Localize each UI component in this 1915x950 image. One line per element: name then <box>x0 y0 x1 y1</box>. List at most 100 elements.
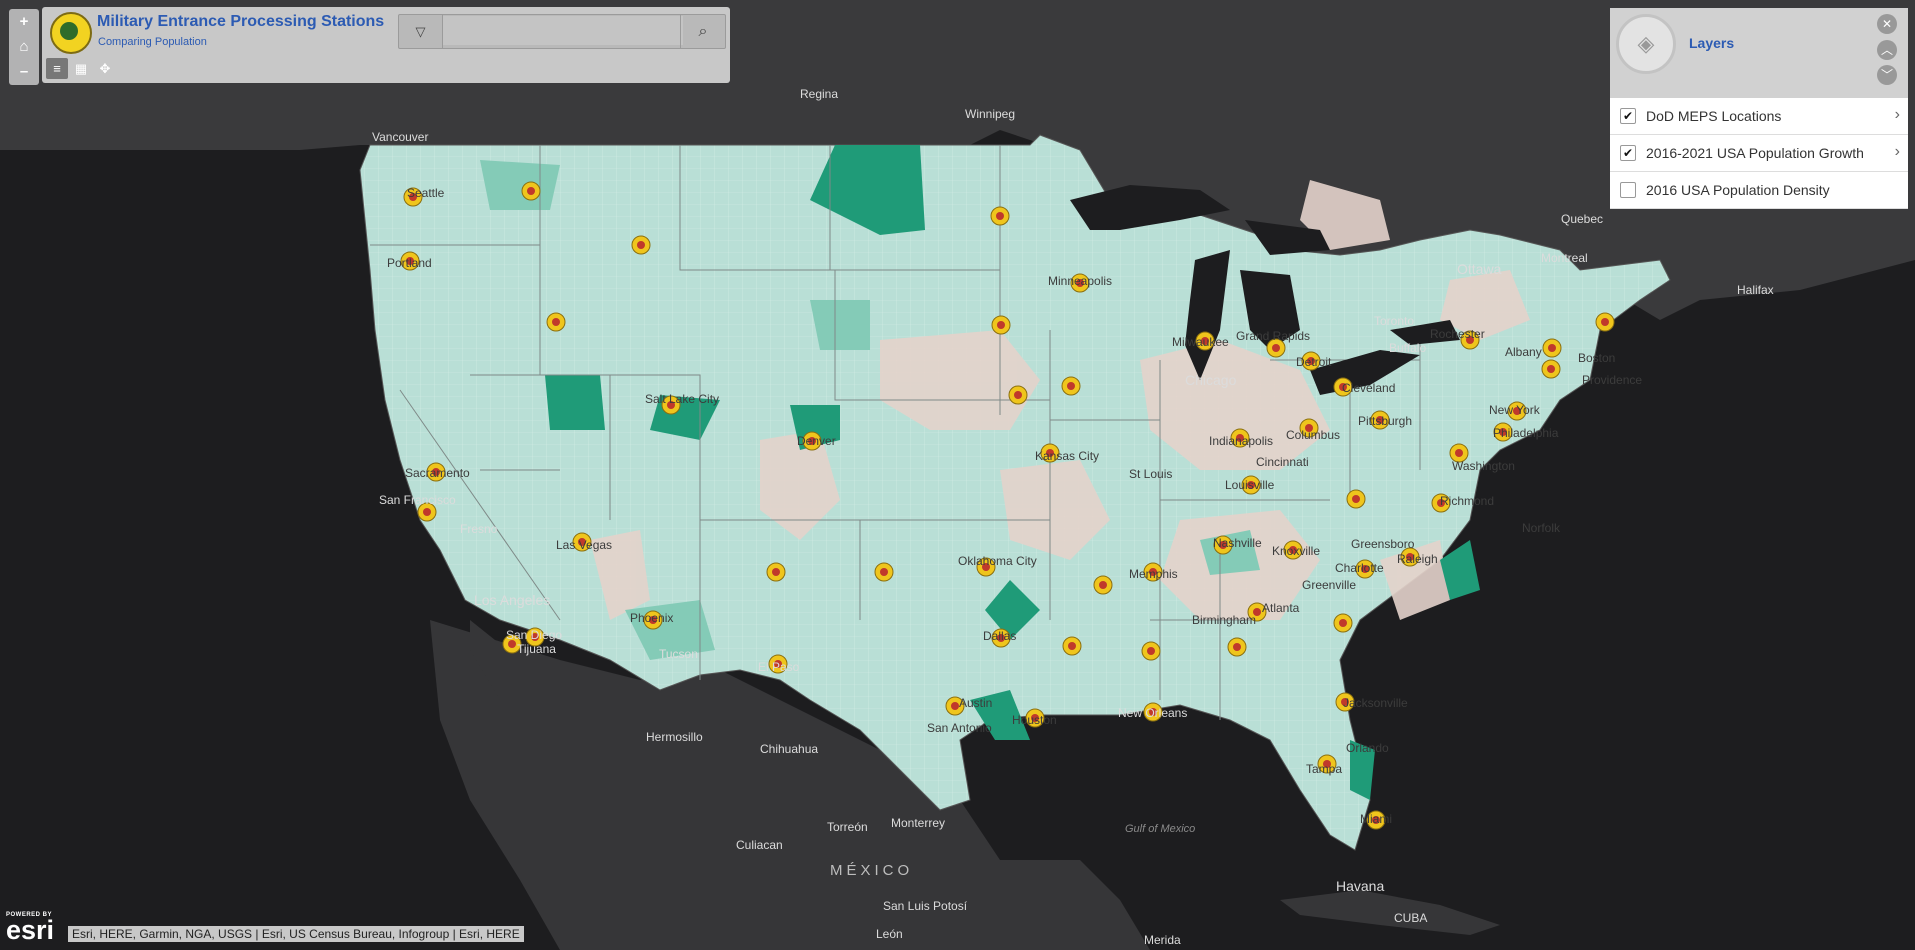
layer-checkbox[interactable] <box>1620 182 1636 198</box>
place-label-greensboro: Greensboro <box>1351 537 1415 551</box>
layer-item-population-density[interactable]: 2016 USA Population Density <box>1610 172 1908 209</box>
chevron-down-icon[interactable]: ﹀ <box>1877 65 1897 85</box>
pan-tool-icon[interactable]: ✥ <box>99 61 111 76</box>
baja-land <box>470 620 600 810</box>
meps-marker-center <box>1272 344 1280 352</box>
place-label-cuba: CUBA <box>1394 911 1427 925</box>
place-label-providence: Providence <box>1582 373 1642 387</box>
place-label-chicago: Chicago <box>1185 372 1237 388</box>
layer-checkbox[interactable]: ✔ <box>1620 108 1636 124</box>
place-label-memphis: Memphis <box>1129 567 1178 581</box>
meps-marker-center <box>1307 357 1315 365</box>
meps-marker-center <box>1352 495 1360 503</box>
search-icon[interactable]: ⌕ <box>680 15 725 48</box>
place-label-quebec: Quebec <box>1561 212 1603 226</box>
meps-marker-center <box>880 568 888 576</box>
meps-marker-center <box>1068 642 1076 650</box>
layer-item-meps[interactable]: ✔ DoD MEPS Locations › <box>1610 98 1908 135</box>
place-label-detroit: Detroit <box>1296 355 1332 369</box>
meps-marker-center <box>406 257 414 265</box>
meps-marker-center <box>997 321 1005 329</box>
chevron-right-icon[interactable]: › <box>1894 143 1900 160</box>
meps-marker-center <box>1341 698 1349 706</box>
esri-logo[interactable]: POWERED BY esri <box>6 912 54 944</box>
meps-marker-center <box>1099 581 1107 589</box>
layer-item-population-growth[interactable]: ✔ 2016-2021 USA Population Growth › <box>1610 135 1908 172</box>
place-label-los-angeles: Los Angeles <box>474 592 550 608</box>
place-label-san-luis: San Luis Potosí <box>883 899 968 913</box>
place-label-knoxville: Knoxville <box>1272 544 1320 558</box>
home-button[interactable]: ⌂ <box>19 38 29 55</box>
meps-marker-center <box>527 187 535 195</box>
meps-marker-center <box>1067 382 1075 390</box>
place-label-las-vegas: Las Vegas <box>556 538 612 552</box>
place-label-ottawa: Ottawa <box>1457 261 1502 277</box>
meps-marker-center <box>1289 546 1297 554</box>
chevron-right-icon[interactable]: › <box>1894 106 1900 123</box>
meps-marker-center <box>1361 565 1369 573</box>
meps-marker-center <box>432 468 440 476</box>
powered-by-text: POWERED BY <box>6 912 53 918</box>
place-label-portland: Portland <box>387 256 432 270</box>
place-label-chihuahua: Chihuahua <box>760 742 818 756</box>
zoom-out-button[interactable]: – <box>19 63 29 80</box>
place-label-new-york: New York <box>1489 403 1541 417</box>
meps-marker-center <box>951 702 959 710</box>
place-label-mexico: MÉXICO <box>830 862 913 879</box>
zoom-in-button[interactable]: + <box>19 13 29 30</box>
meps-marker-center <box>667 401 675 409</box>
layers-list: ✔ DoD MEPS Locations › ✔ 2016-2021 USA P… <box>1610 98 1908 209</box>
place-label-havana: Havana <box>1336 878 1384 894</box>
close-icon[interactable]: ✕ <box>1877 14 1897 34</box>
layers-tool-icon[interactable]: ≡ <box>46 58 68 79</box>
place-label-montreal: Montreal <box>1541 251 1588 265</box>
meps-marker-center <box>1466 336 1474 344</box>
place-label-atlanta: Atlanta <box>1262 601 1300 615</box>
meps-marker-center <box>1014 391 1022 399</box>
layers-panel: ◈ Layers ✕ ︿ ﹀ ✔ DoD MEPS Locations › ✔ … <box>1610 8 1908 209</box>
basemap-tool-icon[interactable]: ▦ <box>74 61 88 76</box>
meps-marker-center <box>1548 344 1556 352</box>
place-label-cincinnati: Cincinnati <box>1256 455 1309 469</box>
meps-marker-center <box>409 193 417 201</box>
meps-logo <box>50 12 92 54</box>
meps-marker-center <box>1372 816 1380 824</box>
place-label-birmingham: Birmingham <box>1192 613 1256 627</box>
place-label-torreon: Torreón <box>827 820 868 834</box>
meps-marker-center <box>997 634 1005 642</box>
meps-marker-center <box>1031 714 1039 722</box>
chevron-up-icon[interactable]: ︿ <box>1877 40 1897 60</box>
place-label-san-antonio: San Antonio <box>927 721 992 735</box>
place-label-merida: Merida <box>1144 933 1181 947</box>
meps-marker-center <box>808 437 816 445</box>
place-label-toronto: Toronto <box>1374 314 1414 328</box>
population-growth-high-areas <box>545 145 1480 800</box>
place-label-cleveland: Cleveland <box>1342 381 1395 395</box>
place-label-miami: Miami <box>1360 812 1392 826</box>
place-label-rochester: Rochester <box>1430 327 1485 341</box>
toolbar: ≡ ▦ ✥ <box>46 58 116 79</box>
place-label-milwaukee: Milwaukee <box>1172 335 1229 349</box>
place-label-san-diego: San Diego <box>506 628 562 642</box>
search-source-dropdown[interactable]: ▽ <box>399 15 443 48</box>
meps-marker-center <box>531 633 539 641</box>
meps-marker-center <box>1253 608 1261 616</box>
layer-label: DoD MEPS Locations <box>1646 108 1782 124</box>
meps-marker-center <box>1149 708 1157 716</box>
meps-marker-center <box>1233 643 1241 651</box>
place-label-vancouver: Vancouver <box>372 130 428 144</box>
app-subtitle: Comparing Population <box>98 36 207 48</box>
layer-label: 2016-2021 USA Population Growth <box>1646 145 1864 161</box>
mexico-land <box>430 620 1150 950</box>
meps-marker-center <box>982 563 990 571</box>
search-input[interactable] <box>443 16 683 45</box>
meps-marker-center <box>1219 541 1227 549</box>
place-label-monterrey: Monterrey <box>891 816 945 830</box>
meps-marker-center <box>1236 434 1244 442</box>
layer-checkbox[interactable]: ✔ <box>1620 145 1636 161</box>
place-label-gulf: Gulf of Mexico <box>1125 823 1195 835</box>
place-label-houston: Houston <box>1012 713 1057 727</box>
layer-label: 2016 USA Population Density <box>1646 182 1830 198</box>
meps-markers <box>400 181 1615 830</box>
